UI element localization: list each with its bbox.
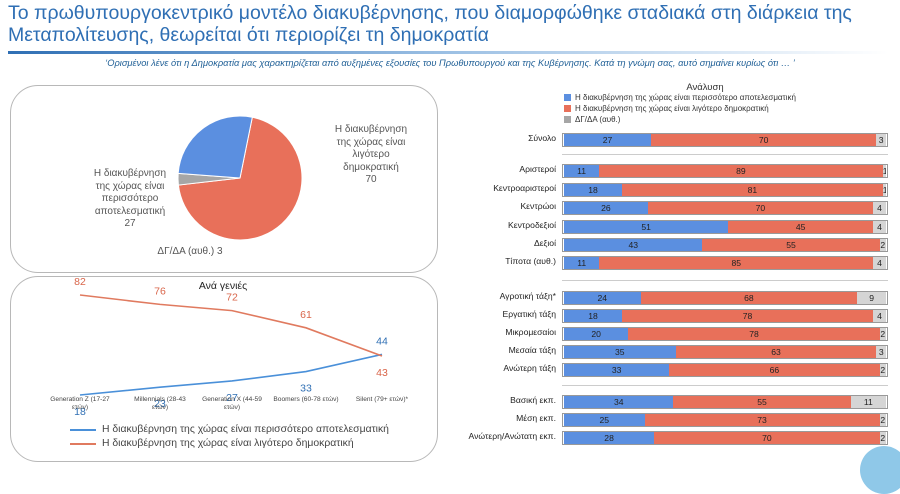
bar-segment-blue: 24 (564, 292, 641, 304)
pie-label-blue-line: περισσότερο (72, 193, 188, 206)
row-label: Κεντροαριστεροί (493, 183, 556, 193)
bar-segment-blue: 51 (564, 221, 728, 233)
legend-item-red: Η διακυβέρνηση της χώρας είναι λιγότερο … (70, 438, 354, 449)
bar-segment-grey: 2 (880, 414, 886, 426)
bar-segment-grey: 4 (873, 202, 886, 214)
bar-segment-blue: 43 (564, 239, 702, 251)
row-label: Μικρομεσαίοι (505, 327, 556, 337)
pie-label-blue: Η διακυβέρνηση της χώρας είναι περισσότε… (72, 168, 188, 231)
pie-label-red-line: λιγότερο (316, 149, 426, 162)
row-label: Ανώτερη/Ανώτατη εκπ. (469, 431, 556, 441)
analysis-legend-grey: ΔΓ/ΔΑ (αυθ.) (564, 115, 620, 124)
row-label: Σύνολο (528, 133, 556, 143)
bar-segment-grey: 11 (851, 396, 886, 408)
bar-segment-blue: 33 (564, 364, 669, 376)
pie-label-red-line: Η διακυβέρνηση (316, 124, 426, 137)
pie-label-blue-line: αποτελεσματική (72, 206, 188, 219)
title-rule (8, 51, 888, 54)
pie-label-red-line: δημοκρατική (316, 162, 426, 175)
bar-segment-red: 73 (645, 414, 880, 426)
bar-segment-red: 45 (728, 221, 873, 233)
bar-segment-grey: 3 (876, 134, 886, 146)
row-label: Τίποτα (αυθ.) (505, 256, 556, 266)
row-label: Μεσαία τάξη (509, 345, 556, 355)
bar-segment-grey: 1 (883, 184, 886, 196)
row-label: Ανώτερη τάξη (503, 363, 556, 373)
pie-label-blue-value: 27 (72, 218, 188, 231)
pie-label-blue-line: της χώρας είναι (72, 181, 188, 194)
bar-segment-blue: 35 (564, 346, 676, 358)
legend-swatch-blue (564, 94, 571, 101)
row-label: Αριστεροί (519, 164, 556, 174)
bar-segment-red: 85 (599, 257, 873, 269)
bar-segment-grey: 2 (880, 432, 886, 444)
bar-segment-grey: 4 (873, 257, 886, 269)
analysis-legend-blue: Η διακυβέρνηση της χώρας είναι περισσότε… (564, 93, 796, 102)
bar-segment-red: 55 (673, 396, 850, 408)
question-subtitle: ‘Ορισμένοι λένε ότι η Δημοκρατία μας χαρ… (40, 58, 860, 68)
bar-segment-red: 89 (599, 165, 883, 177)
bar-segment-blue: 20 (564, 328, 628, 340)
legend-swatch-red (564, 105, 571, 112)
pie-label-red-line: της χώρας είναι (316, 137, 426, 150)
bar-segment-grey: 3 (876, 346, 886, 358)
row-label: Μέση εκπ. (516, 413, 556, 423)
bar-segment-grey: 4 (873, 310, 886, 322)
bar-segment-grey: 2 (880, 239, 886, 251)
bar-segment-red: 70 (654, 432, 879, 444)
bar-segment-red: 66 (669, 364, 879, 376)
row-label: Κεντρώοι (520, 201, 556, 211)
bar-segment-red: 63 (676, 346, 877, 358)
legend-item-blue: Η διακυβέρνηση της χώρας είναι περισσότε… (70, 424, 389, 435)
bar-segment-grey: 2 (880, 328, 886, 340)
legend-label-red: Η διακυβέρνηση της χώρας είναι λιγότερο … (102, 438, 354, 449)
bar-segment-grey: 4 (873, 221, 886, 233)
row-label: Κεντροδεξιοί (508, 220, 556, 230)
bar-segment-grey: 2 (880, 364, 886, 376)
bar-segment-grey: 1 (883, 165, 886, 177)
bar-segment-red: 70 (651, 134, 876, 146)
legend-text: Η διακυβέρνηση της χώρας είναι περισσότε… (575, 93, 796, 102)
legend-swatch-grey (564, 116, 571, 123)
group-separator (562, 154, 888, 155)
row-label: Βασική εκπ. (510, 395, 556, 405)
bar-segment-grey: 9 (857, 292, 886, 304)
bar-segment-blue: 27 (564, 134, 651, 146)
pie-label-red-value: 70 (316, 174, 426, 187)
generations-title: Ανά γενιές (10, 280, 436, 293)
pie-label-blue-line: Η διακυβέρνηση (72, 168, 188, 181)
legend-line-red (70, 443, 96, 445)
row-label: Δεξιοί (534, 238, 556, 248)
analysis-legend-red: Η διακυβέρνηση της χώρας είναι λιγότερο … (564, 104, 769, 113)
pie-label-red: Η διακυβέρνηση της χώρας είναι λιγότερο … (316, 124, 426, 187)
bar-segment-red: 78 (628, 328, 879, 340)
bar-segment-blue: 11 (564, 165, 599, 177)
brand-logo (860, 446, 900, 494)
bar-segment-red: 81 (622, 184, 883, 196)
page-title: Το πρωθυπουργοκεντρικό μοντέλο διακυβέρν… (8, 2, 888, 46)
bar-segment-blue: 34 (564, 396, 673, 408)
bar-segment-blue: 26 (564, 202, 648, 214)
bar-segment-blue: 18 (564, 310, 622, 322)
bar-segment-blue: 18 (564, 184, 622, 196)
pie-label-grey: ΔΓ/ΔΑ (αυθ.) 3 (145, 246, 235, 259)
bar-segment-blue: 28 (564, 432, 654, 444)
row-label: Αγροτική τάξη* (500, 291, 556, 301)
row-label: Εργατική τάξη (502, 309, 556, 319)
legend-text: ΔΓ/ΔΑ (αυθ.) (575, 115, 620, 124)
bar-segment-red: 70 (648, 202, 873, 214)
bar-segment-red: 55 (702, 239, 879, 251)
bar-segment-red: 68 (641, 292, 858, 304)
group-separator (562, 280, 888, 281)
legend-label-blue: Η διακυβέρνηση της χώρας είναι περισσότε… (102, 424, 389, 435)
bar-segment-red: 78 (622, 310, 873, 322)
legend-line-blue (70, 429, 96, 431)
legend-text: Η διακυβέρνηση της χώρας είναι λιγότερο … (575, 104, 769, 113)
bar-segment-blue: 11 (564, 257, 599, 269)
group-separator (562, 385, 888, 386)
bar-segment-blue: 25 (564, 414, 645, 426)
